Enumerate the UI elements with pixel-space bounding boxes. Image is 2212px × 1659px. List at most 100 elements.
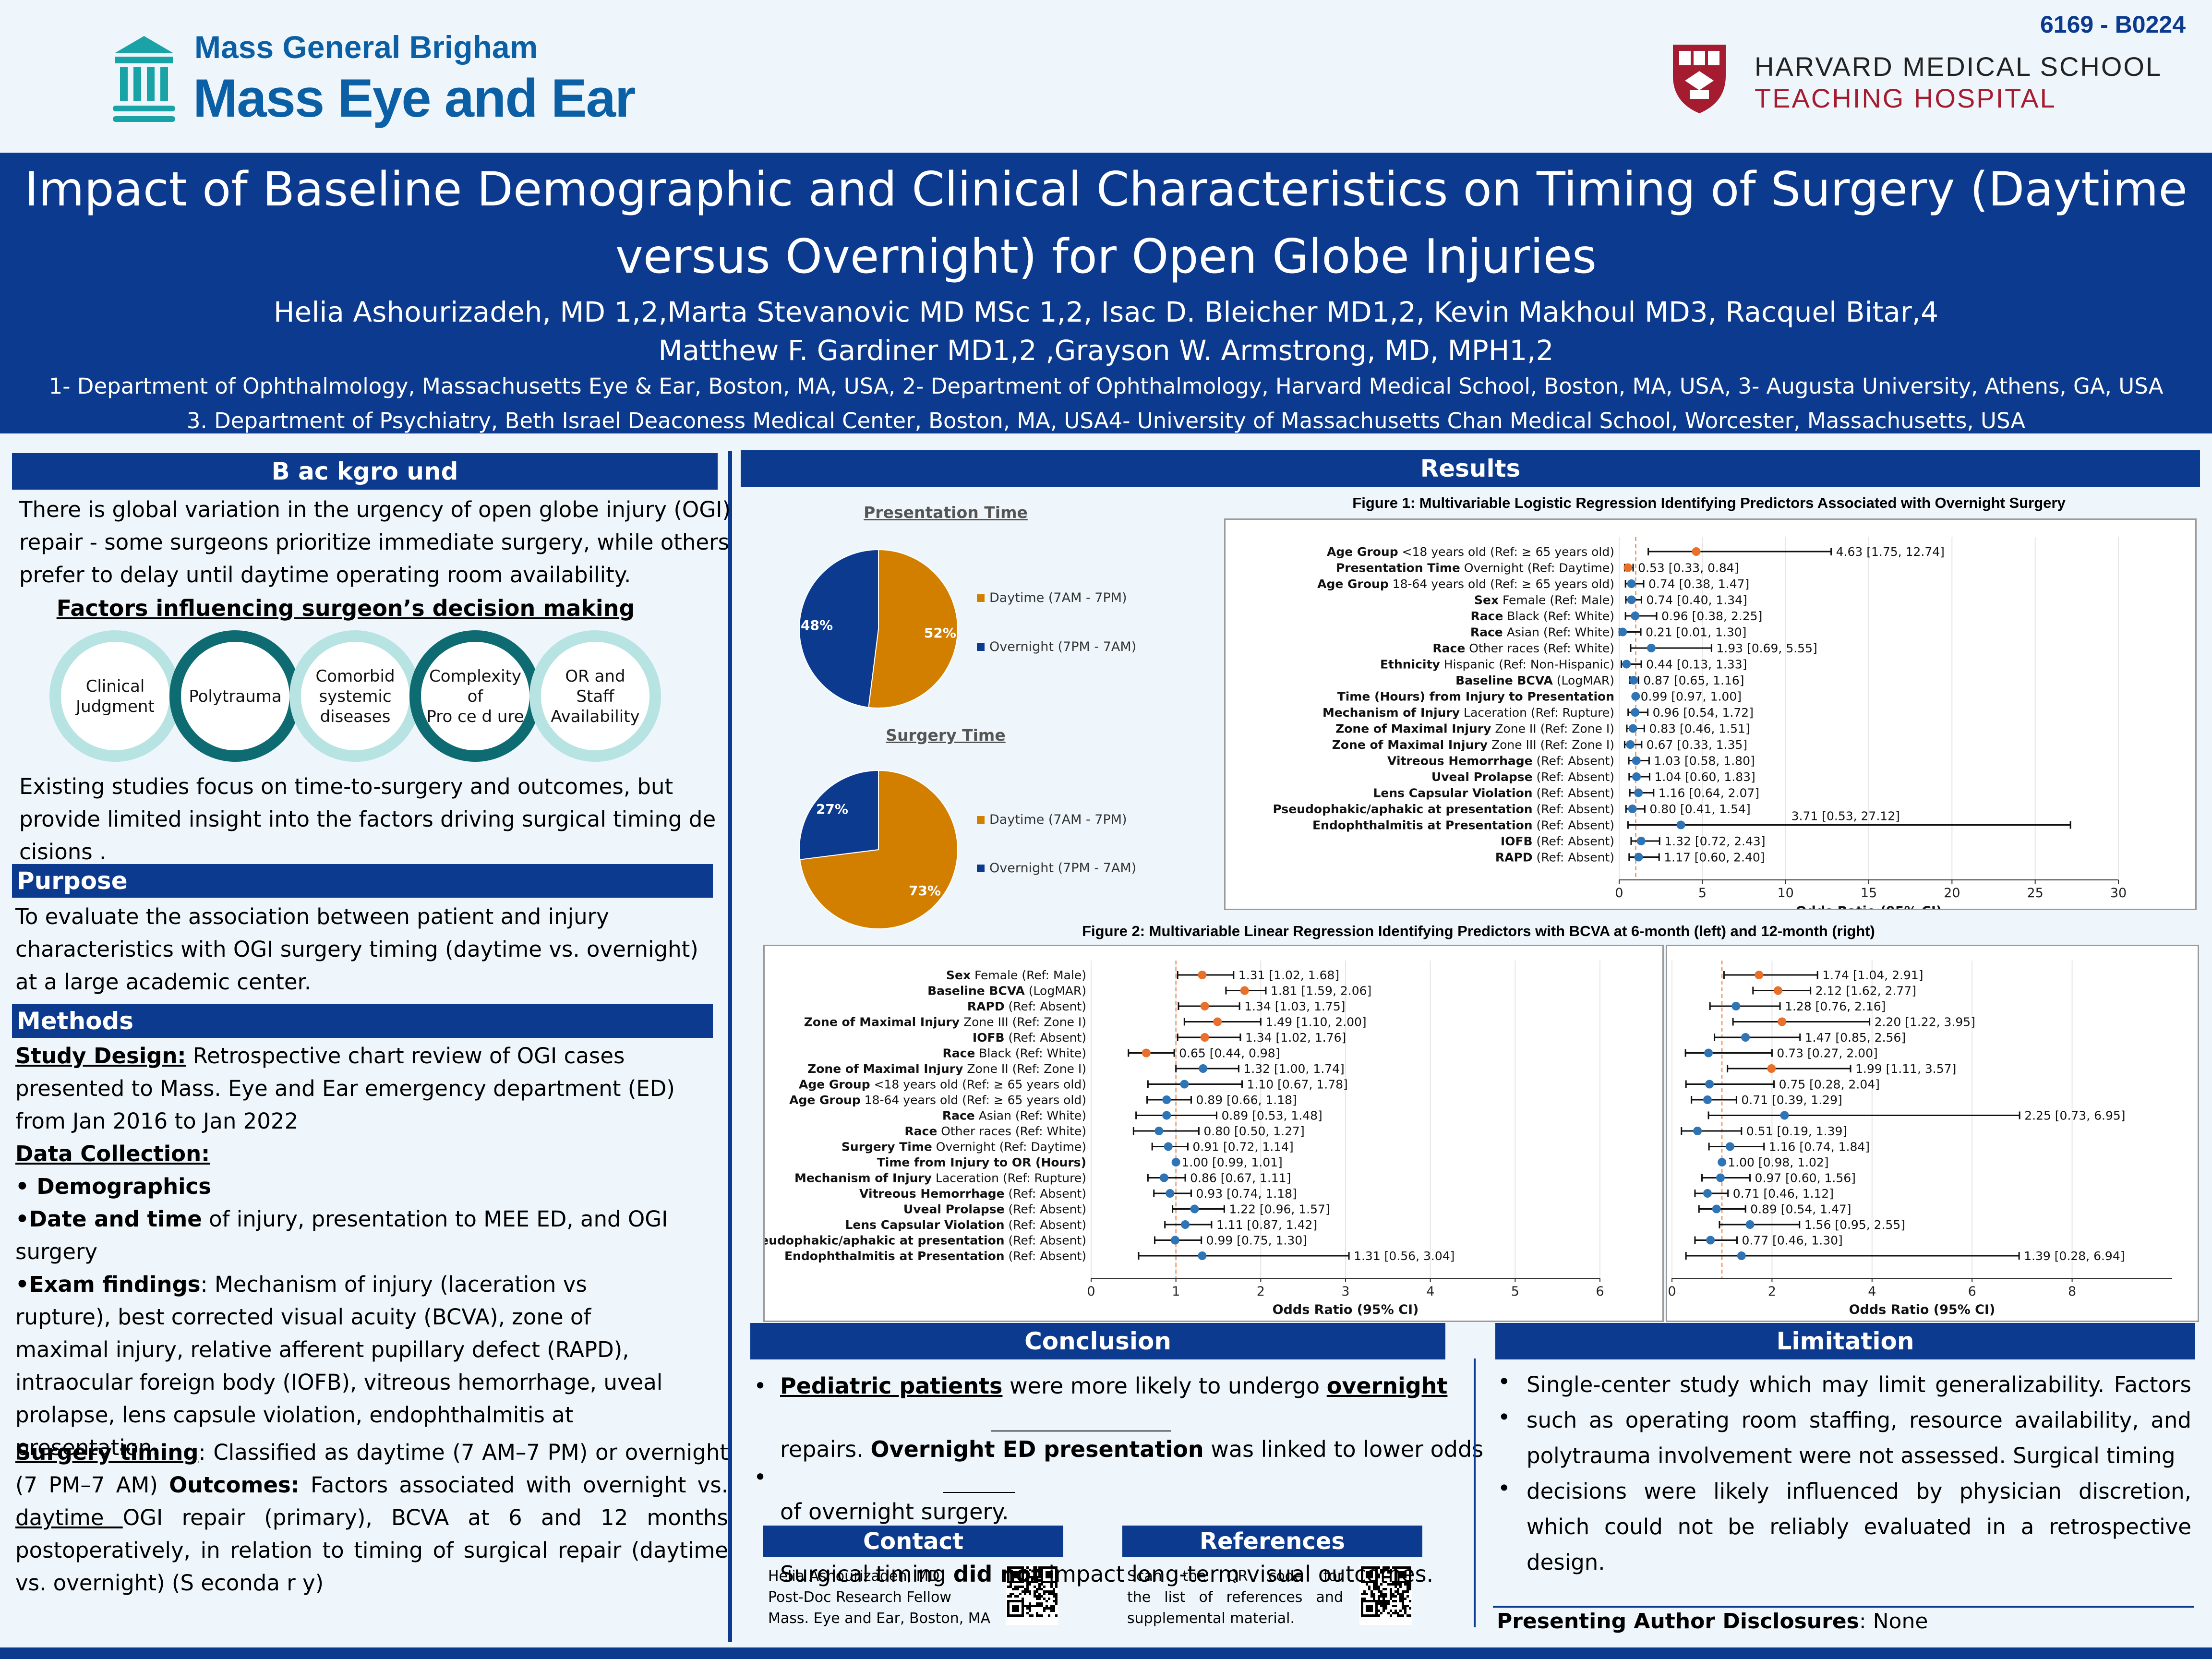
factor-label: systemic: [319, 687, 391, 706]
value-label: 0.99 [0.97, 1.00]: [1641, 689, 1742, 703]
qr-module: [1036, 1614, 1038, 1617]
qr-module: [1385, 1566, 1387, 1569]
qr-code-icon[interactable]: [1006, 1565, 1058, 1625]
x-tick-label: 1: [1172, 1284, 1180, 1299]
qr-module: [1029, 1607, 1031, 1610]
point-estimate: [1162, 1095, 1171, 1104]
value-label: 0.89 [0.54, 1.47]: [1750, 1202, 1851, 1216]
qr-module: [1010, 1583, 1012, 1586]
qr-module: [1050, 1583, 1053, 1586]
qr-module: [1055, 1602, 1058, 1605]
point-estimate: [1166, 1189, 1175, 1198]
figure2-left-forest-plot: 0 1 2 3 4 5 6 Odds Ratio (95% CI) Sex Female (Re…: [745, 961, 1604, 1317]
limitation-text-3: decisions were likely influenced by phys…: [1527, 1479, 2191, 1575]
factor-label: Staff: [576, 687, 615, 706]
qr-module: [1368, 1586, 1370, 1588]
qr-module: [1041, 1595, 1043, 1598]
qr-module: [1380, 1612, 1382, 1614]
qr-module: [1385, 1595, 1387, 1598]
qr-module: [1053, 1605, 1055, 1607]
factor-label: Judgment: [75, 697, 155, 716]
qr-module: [1026, 1612, 1029, 1614]
qr-module: [1387, 1583, 1390, 1586]
x-tick-label: 4: [1426, 1284, 1434, 1299]
hms-line1: HARVARD MEDICAL SCHOOL: [1755, 51, 2163, 82]
qr-module: [1050, 1593, 1053, 1595]
mgb-line2: Mass Eye and Ear: [193, 68, 636, 128]
qr-module: [1026, 1581, 1029, 1583]
limitation-item-3: • decisions were likely influenced by phy…: [1498, 1474, 2191, 1580]
row-label: Ethnicity Hispanic (Ref: Non-Hispanic): [1380, 657, 1614, 671]
x-tick-label: 20: [1944, 886, 1960, 901]
point-estimate: [1632, 772, 1641, 781]
value-label: 2.25 [0.73, 6.95]: [2024, 1108, 2125, 1122]
legend-swatch: [977, 865, 985, 872]
qr-module: [1038, 1583, 1041, 1586]
qr-module: [1409, 1607, 1411, 1610]
figure2-title: Figure 2: Multivariable Linear Regressio…: [1082, 923, 1875, 939]
background-para2: Existing studies focus on time-to-surger…: [19, 774, 716, 865]
disclosures: Presenting Author Disclosures: None: [1497, 1609, 1928, 1634]
pie-slice: [868, 549, 958, 709]
results-heading: Results: [741, 450, 2200, 487]
qr-module: [1404, 1590, 1407, 1593]
value-label: 0.44 [0.13, 1.33]: [1646, 657, 1747, 671]
point-estimate: [1634, 853, 1643, 862]
point-estimate: [1180, 1080, 1189, 1089]
point-estimate: [1240, 986, 1249, 995]
bullet-dot: •: [754, 1464, 767, 1490]
qr-module: [1029, 1602, 1031, 1605]
qr-module: [1031, 1581, 1034, 1583]
limitation-bottom-rule: [1493, 1606, 2194, 1608]
point-estimate: [1676, 820, 1685, 830]
qr-module: [1024, 1593, 1026, 1595]
value-label: 0.71 [0.39, 1.29]: [1741, 1093, 1842, 1107]
value-label: 0.89 [0.66, 1.18]: [1196, 1093, 1297, 1107]
qr-module: [1409, 1586, 1411, 1588]
point-estimate: [1154, 1127, 1164, 1135]
qr-module: [1378, 1598, 1380, 1600]
qr-module: [1399, 1598, 1402, 1600]
qr-module: [1370, 1590, 1373, 1593]
qr-module: [1026, 1590, 1029, 1593]
qr-module: [1392, 1600, 1395, 1602]
row-label: Endophthalmitis at Presentation (Ref: Ab…: [784, 1249, 1086, 1263]
references-line1: Scan the QR code for: [1127, 1568, 1343, 1585]
qr-module: [1380, 1571, 1382, 1574]
factor-label: Pro ce d ure: [426, 707, 524, 726]
row-label: Age Group <18 years old (Ref: ≥ 65 years…: [799, 1077, 1086, 1091]
value-label: 1.31 [0.56, 3.04]: [1354, 1249, 1455, 1263]
qr-module: [1038, 1593, 1041, 1595]
qr-module: [1041, 1605, 1043, 1607]
value-label: 1.93 [0.69, 5.55]: [1716, 641, 1817, 655]
point-estimate: [1190, 1204, 1199, 1214]
legend-swatch: [977, 594, 985, 602]
qr-module: [1043, 1593, 1046, 1595]
limitation-vertical-line: [1474, 1358, 1476, 1627]
pie1-legend-daytime: Daytime (7AM - 7PM): [977, 590, 1127, 605]
qr-code-icon[interactable]: [1359, 1565, 1412, 1625]
qr-module: [1378, 1590, 1380, 1593]
point-estimate: [1647, 644, 1656, 652]
qr-module: [1387, 1600, 1390, 1602]
qr-module: [1392, 1593, 1395, 1595]
point-estimate: [1181, 1220, 1190, 1229]
methods-heading: Methods: [12, 1004, 713, 1038]
limitation-text-1: Single-center study which may limit gene…: [1527, 1372, 2191, 1397]
qr-module: [1026, 1605, 1029, 1607]
limitation-item-2: • such as operating room staffing, resour…: [1498, 1403, 2191, 1474]
factor-label: Clinical: [86, 677, 145, 696]
qr-module: [1404, 1607, 1407, 1610]
qr-module: [1375, 1583, 1378, 1586]
conclusion-line2: repairs. Overnight ED presentation was l…: [780, 1436, 1483, 1462]
qr-module: [1407, 1614, 1409, 1617]
row-label: Race Other races (Ref: White): [904, 1124, 1086, 1138]
x-tick-label: 6: [1596, 1284, 1604, 1299]
qr-module: [1385, 1581, 1387, 1583]
qr-module: [1053, 1588, 1055, 1590]
row-label: Zone of Maximal Injury Zone III (Ref: Zo…: [1332, 738, 1614, 752]
exam-text: : Mechanism of injury (laceration vs rup…: [15, 1272, 663, 1460]
value-label: 1.11 [0.87, 1.42]: [1216, 1218, 1317, 1232]
point-estimate: [1712, 1204, 1721, 1214]
value-label: 0.91 [0.72, 1.14]: [1192, 1140, 1293, 1154]
